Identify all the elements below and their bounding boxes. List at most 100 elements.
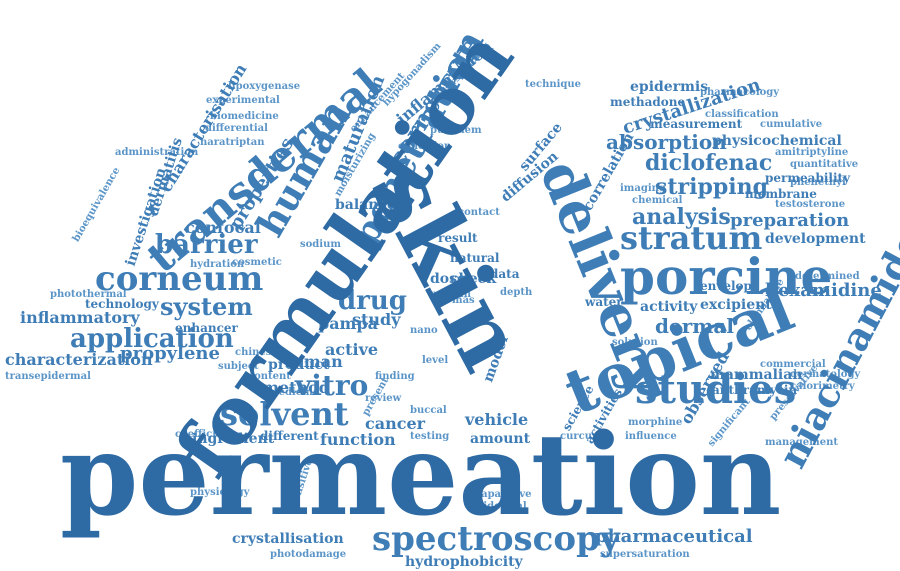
word-curcumin: curcumin — [560, 431, 614, 442]
word-drug: drug — [338, 286, 407, 316]
word-development: development — [765, 231, 866, 247]
word-solvent: solvent — [220, 395, 349, 433]
word-influence: influence — [625, 431, 677, 442]
word-membrane: membrane — [745, 187, 817, 201]
word-vehicle: vehicle — [465, 410, 529, 429]
word-epidermis: epidermis — [630, 79, 709, 95]
word-epidermal: epidermal — [470, 501, 527, 512]
word-nano: nano — [410, 325, 438, 336]
word-commercial: commercial — [760, 359, 826, 370]
word-enhancer: enhancer — [175, 321, 238, 335]
word-testing: testing — [410, 431, 450, 442]
word-chemical: chemical — [632, 195, 683, 206]
word-absorption: absorption — [606, 130, 727, 154]
word-chinese: chinese — [235, 347, 278, 358]
word-protein: protein — [430, 289, 471, 300]
word-cumulative: cumulative — [760, 119, 823, 130]
word-dose: dose — [430, 271, 466, 287]
word-system: system — [160, 292, 253, 321]
word-characterization: characterization — [5, 350, 153, 369]
word-spectroscopy: spectroscopy — [372, 519, 620, 559]
word-measurement: measurement — [650, 117, 743, 131]
word-amount: amount — [470, 431, 531, 447]
word-lipoxygenase: lipoxygenase — [228, 81, 301, 92]
word-calorimetry: calorimetry — [790, 381, 855, 392]
word-testosterone: testosterone — [775, 199, 846, 210]
word-administration: administration — [115, 147, 199, 158]
word-stratum: stratum — [620, 219, 763, 257]
word-propylene: propylene — [120, 343, 220, 364]
word-imaging: imaging — [620, 183, 666, 194]
word-content: content — [248, 371, 291, 382]
word-amitriptyline: amitriptyline — [775, 147, 849, 158]
word-data: data — [490, 267, 520, 281]
word-mas: mas — [452, 295, 475, 306]
word-review: review — [365, 393, 402, 404]
word-different: different — [260, 429, 319, 443]
word-function: function — [320, 430, 396, 449]
word-photothermal: photothermal — [50, 289, 127, 300]
word-capacitive: capacitive — [475, 489, 532, 500]
word-supersaturation: supersaturation — [600, 549, 690, 560]
word-preparation: preparation — [730, 210, 850, 231]
word-depth: depth — [500, 287, 533, 298]
word-studies: studies — [635, 366, 797, 413]
word-quantitative: quantitative — [790, 159, 859, 170]
word-determined: determined — [795, 271, 860, 282]
word-hydrophobicity: hydrophobicity — [405, 554, 523, 570]
word-activity: activity — [640, 299, 698, 315]
word-experimental: experimental — [206, 95, 280, 106]
word-method: method — [262, 378, 330, 397]
word-vitro: vitro — [295, 369, 369, 402]
word-raman: raman — [285, 352, 343, 371]
word-classification: classification — [705, 109, 779, 120]
word-cancer: cancer — [365, 414, 426, 433]
word-hexamidine: hexamidine — [765, 280, 882, 301]
word-inflammatory: inflammatory — [20, 308, 140, 327]
word-finding: finding — [375, 371, 415, 382]
word-technique: technique — [525, 79, 582, 90]
word-pubchem: pubchem — [430, 125, 482, 136]
word-study: study — [352, 310, 401, 329]
word-balance: balance — [335, 197, 396, 213]
word-ingredient: ingredient — [192, 431, 275, 447]
word-coefficient: coefficient — [175, 429, 235, 440]
word-solution: solution — [612, 337, 658, 348]
word-barrier: barrier — [155, 230, 258, 260]
word-cheek: cheek — [450, 271, 497, 287]
word-management: management — [765, 437, 838, 448]
word-water: water — [585, 295, 623, 309]
word-stripping: stripping — [655, 174, 768, 200]
word-subject: subject — [218, 361, 259, 372]
word-anthramycin: anthramycin — [712, 383, 798, 397]
word-bioequivalence: bioequivalence — [70, 165, 123, 244]
word-pampa: pampa — [318, 314, 379, 333]
word-natural: natural — [450, 251, 500, 265]
word-contact: contact — [458, 207, 500, 218]
word-product: product — [268, 357, 330, 373]
word-pharmacology: pharmacology — [700, 87, 780, 98]
word-mammalian: mammalian — [710, 367, 803, 383]
word-morphine: morphine — [628, 417, 683, 428]
word-condition: condition — [398, 141, 452, 152]
word-methadone: methadone — [610, 95, 686, 109]
word-active: active — [325, 340, 379, 359]
word-pharmaceutical: pharmaceutical — [595, 526, 753, 547]
word-physicochemical: physicochemical — [712, 133, 842, 149]
word-diclofenac: diclofenac — [645, 150, 773, 176]
word-application: application — [70, 324, 234, 354]
word-permeability: permeability — [765, 171, 851, 185]
word-crystallisation: crystallisation — [232, 531, 344, 547]
word-envelope: envelope — [700, 279, 760, 293]
word-corneum: corneum — [95, 259, 264, 299]
word-phenethyl: phenethyl — [790, 177, 846, 188]
word-buccal: buccal — [410, 405, 447, 416]
word-medicine: medicine — [268, 387, 320, 398]
word-dermatology: dermatology — [790, 369, 861, 380]
word-cosmetic: cosmetic — [232, 257, 282, 268]
word-permeation: permeation — [60, 410, 782, 541]
word-excipient: excipient — [700, 297, 772, 313]
word-naratriptan: naratriptan — [200, 137, 265, 148]
word-differential: differential — [205, 123, 268, 134]
